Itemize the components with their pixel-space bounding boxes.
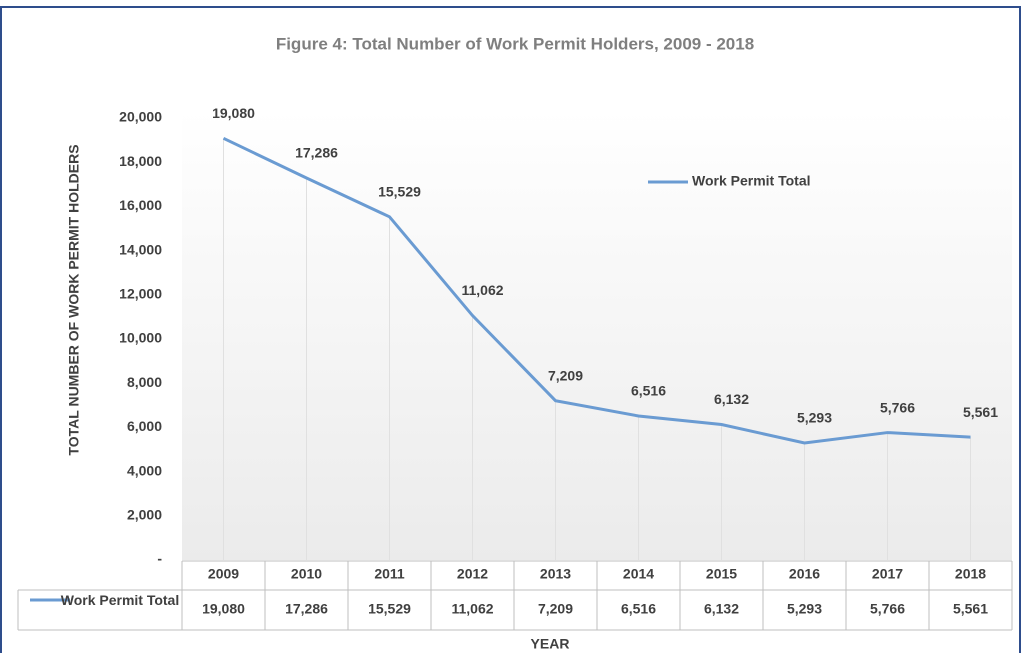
x-tick-label: 2009	[208, 566, 239, 582]
y-tick-label: 14,000	[119, 241, 162, 257]
y-axis-label: TOTAL NUMBER OF WORK PERMIT HOLDERS	[66, 144, 82, 455]
y-tick-label: 16,000	[119, 197, 162, 213]
frame	[0, 6, 1021, 653]
y-tick-label: 18,000	[119, 153, 162, 169]
y-tick-label: 6,000	[127, 418, 162, 434]
data-label: 17,286	[295, 145, 338, 161]
y-tick-label: 2,000	[127, 507, 162, 523]
table-value: 5,766	[870, 601, 905, 617]
data-label: 7,209	[548, 367, 583, 383]
y-tick-label: 12,000	[119, 286, 162, 302]
data-label: 5,766	[880, 399, 915, 415]
data-label: 6,516	[631, 383, 666, 399]
x-axis-label: YEAR	[531, 636, 570, 652]
y-tick-label: -	[157, 551, 162, 567]
y-tick-label: 20,000	[119, 109, 162, 125]
data-label: 6,132	[714, 391, 749, 407]
x-tick-label: 2014	[623, 566, 654, 582]
x-tick-label: 2013	[540, 566, 571, 582]
table-value: 11,062	[451, 601, 493, 617]
table-value: 6,516	[621, 601, 656, 617]
table-value: 17,286	[285, 601, 328, 617]
x-tick-label: 2016	[789, 566, 820, 582]
table-legend-label: Work Permit Total	[60, 592, 180, 608]
x-tick-label: 2015	[706, 566, 737, 582]
table-value: 5,293	[787, 601, 822, 617]
data-label: 11,062	[461, 282, 503, 298]
data-label: 15,529	[378, 184, 421, 200]
y-tick-label: 10,000	[119, 330, 162, 346]
data-label: 19,080	[212, 105, 255, 121]
legend-label: Work Permit Total	[692, 173, 811, 189]
data-label: 5,293	[797, 410, 832, 426]
table-value: 6,132	[704, 601, 739, 617]
x-tick-label: 2011	[374, 566, 405, 582]
x-tick-label: 2010	[291, 566, 322, 582]
y-tick-label: 4,000	[127, 462, 162, 478]
data-label: 5,561	[963, 404, 998, 420]
x-tick-label: 2018	[955, 566, 986, 582]
table-value: 5,561	[953, 601, 988, 617]
chart-title: Figure 4: Total Number of Work Permit Ho…	[276, 34, 754, 53]
y-tick-label: 8,000	[127, 374, 162, 390]
table-value: 7,209	[538, 601, 573, 617]
table-value: 15,529	[368, 601, 411, 617]
x-tick-label: 2012	[457, 566, 488, 582]
x-tick-label: 2017	[872, 566, 903, 582]
table-value: 19,080	[202, 601, 245, 617]
series-line	[222, 136, 971, 445]
